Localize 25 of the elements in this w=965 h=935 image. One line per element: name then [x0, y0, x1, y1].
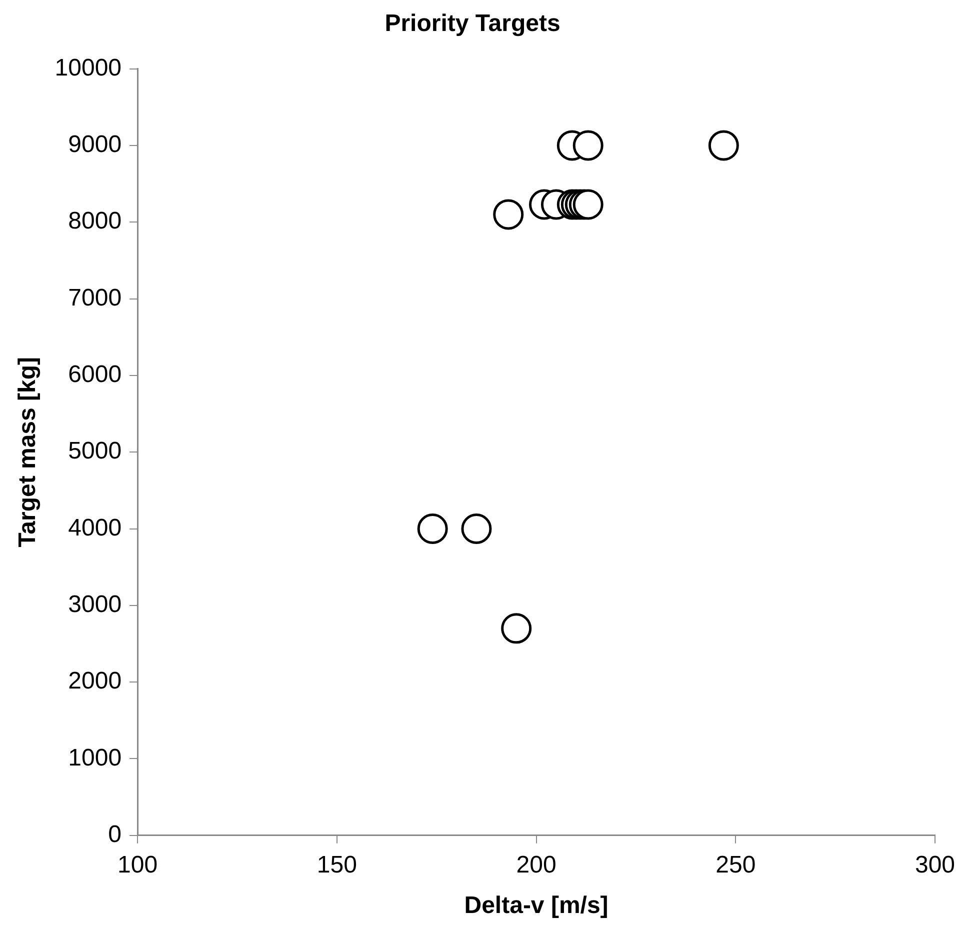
- y-tick-label: 10000: [54, 54, 122, 82]
- y-tick-label: 5000: [68, 438, 122, 465]
- x-tick-label: 250: [716, 851, 756, 878]
- point: [572, 130, 604, 161]
- y-tick-label: 7000: [68, 284, 122, 312]
- point: [501, 613, 532, 644]
- point: [493, 199, 524, 230]
- y-tick-label: 9000: [68, 131, 122, 158]
- y-tick-label: 3000: [68, 591, 122, 618]
- y-tick-label: 0: [108, 821, 122, 848]
- y-tick-label: 2000: [68, 668, 122, 695]
- chart-title: Priority Targets: [384, 10, 560, 38]
- y-axis-title: Target mass [kg]: [14, 356, 42, 548]
- point: [461, 514, 492, 544]
- point: [417, 514, 448, 544]
- x-axis-title: Delta-v [m/s]: [464, 892, 608, 920]
- y-tick-label: 6000: [68, 361, 122, 388]
- point: [708, 130, 739, 161]
- x-tick-label: 300: [914, 851, 956, 878]
- y-tick-label: 1000: [68, 744, 122, 772]
- y-tick-label: 4000: [68, 514, 122, 542]
- x-tick-label: 100: [118, 851, 158, 878]
- x-tick-label: 150: [316, 851, 357, 878]
- y-tick-label: 8000: [68, 208, 122, 235]
- x-tick-label: 200: [516, 851, 556, 878]
